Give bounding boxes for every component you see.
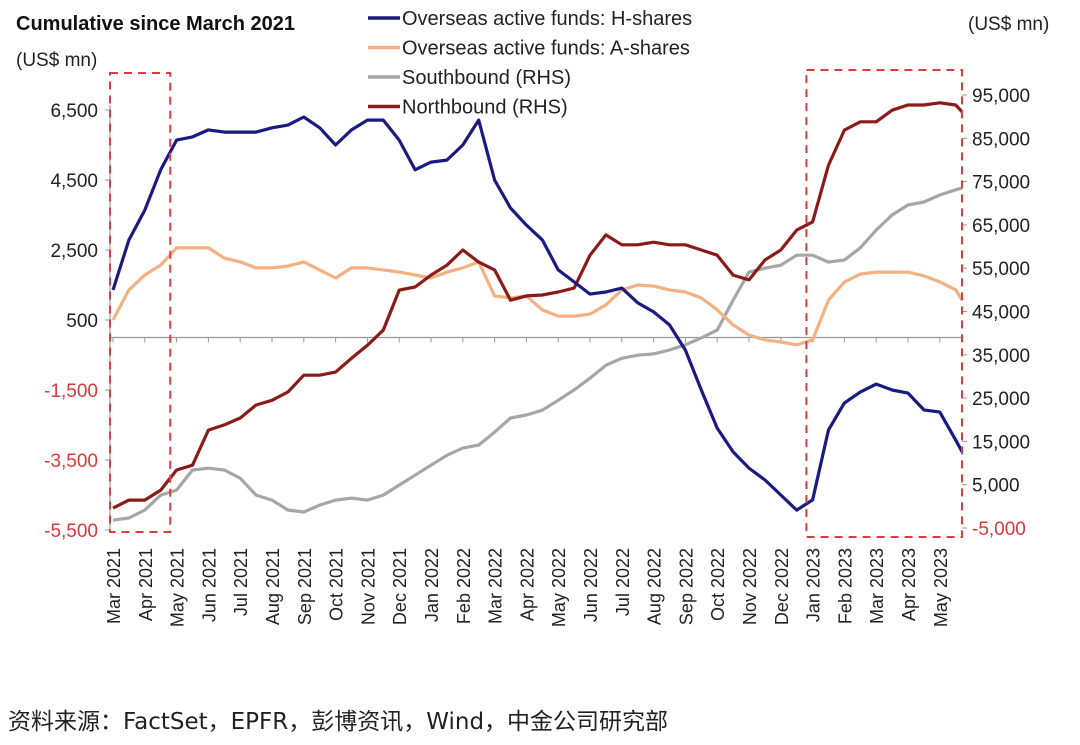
right-tick-label: 75,000 (972, 173, 1030, 194)
x-tick-label: Mar 2022 (486, 548, 506, 624)
series-line-overseas-active-funds-a-shares (111, 246, 964, 347)
x-tick-label: Apr 2021 (136, 548, 156, 621)
x-tick-label: Sep 2022 (676, 548, 696, 625)
x-tick-label: Mar 2021 (104, 548, 124, 624)
left-tick-label: 6,500 (50, 101, 98, 122)
x-tick-label: Oct 2022 (708, 548, 728, 621)
right-axis-unit: (US$ mn) (968, 14, 1049, 35)
left-tick-label: 2,500 (50, 241, 98, 262)
left-tick-label: -1,500 (44, 381, 98, 402)
chart: Cumulative since March 2021 (US$ mn) (US… (16, 8, 1049, 627)
left-tick-label: 500 (66, 311, 98, 332)
x-tick-label: Jun 2022 (581, 548, 601, 622)
x-tick-label: Nov 2022 (740, 548, 760, 625)
series-line-overseas-active-funds-h-shares (111, 115, 964, 512)
series-line-northbound-rhs- (112, 101, 964, 510)
series-line-southbound-rhs- (112, 186, 963, 522)
source-footnote: 资料来源：FactSet，EPFR，彭博资讯，Wind，中金公司研究部 (8, 709, 669, 735)
legend-label: Overseas active funds: H-shares (402, 8, 692, 30)
right-tick-label: 95,000 (972, 86, 1030, 107)
right-tick-label: 55,000 (972, 259, 1030, 280)
right-tick-label: 65,000 (972, 216, 1030, 237)
legend-label: Northbound (RHS) (402, 97, 568, 119)
legend-label: Overseas active funds: A-shares (402, 38, 690, 60)
x-tick-label: May 2022 (549, 548, 569, 627)
x-tick-label: Jan 2022 (422, 548, 442, 622)
highlight-box (805, 69, 963, 538)
chart-title: Cumulative since March 2021 (16, 13, 295, 35)
right-tick-label: 15,000 (972, 432, 1030, 453)
x-tick-label: Jul 2022 (613, 548, 633, 616)
right-tick-label: -5,000 (972, 519, 1026, 540)
x-tick-label: Jan 2023 (804, 548, 824, 622)
legend-label: Southbound (RHS) (402, 67, 571, 89)
x-tick-label: Jun 2021 (199, 548, 219, 622)
x-tick-label: Oct 2021 (327, 548, 347, 621)
x-tick-label: Aug 2021 (263, 548, 283, 625)
x-tick-label: Mar 2023 (867, 548, 887, 624)
left-tick-label: 4,500 (50, 171, 98, 192)
right-tick-label: 45,000 (972, 303, 1030, 324)
highlight-box (109, 72, 172, 533)
x-tick-label: May 2023 (931, 548, 951, 627)
right-tick-label: 25,000 (972, 389, 1030, 410)
x-tick-label: Feb 2022 (454, 548, 474, 624)
x-tick-label: Nov 2021 (358, 548, 378, 625)
x-tick-label: Sep 2021 (295, 548, 315, 625)
left-tick-label: -3,500 (44, 451, 98, 472)
x-tick-label: Jul 2021 (231, 548, 251, 616)
left-tick-label: -5,500 (44, 521, 98, 542)
x-tick-label: Apr 2023 (899, 548, 919, 621)
right-tick-label: 5,000 (972, 476, 1020, 497)
x-tick-label: Aug 2022 (645, 548, 665, 625)
x-tick-label: Apr 2022 (517, 548, 537, 621)
x-tick-label: Feb 2023 (835, 548, 855, 624)
left-axis-unit: (US$ mn) (16, 50, 97, 71)
x-tick-label: Dec 2021 (390, 548, 410, 625)
x-tick-label: May 2021 (168, 548, 188, 627)
right-tick-label: 85,000 (972, 129, 1030, 150)
right-tick-label: 35,000 (972, 346, 1030, 367)
x-tick-label: Dec 2022 (772, 548, 792, 625)
